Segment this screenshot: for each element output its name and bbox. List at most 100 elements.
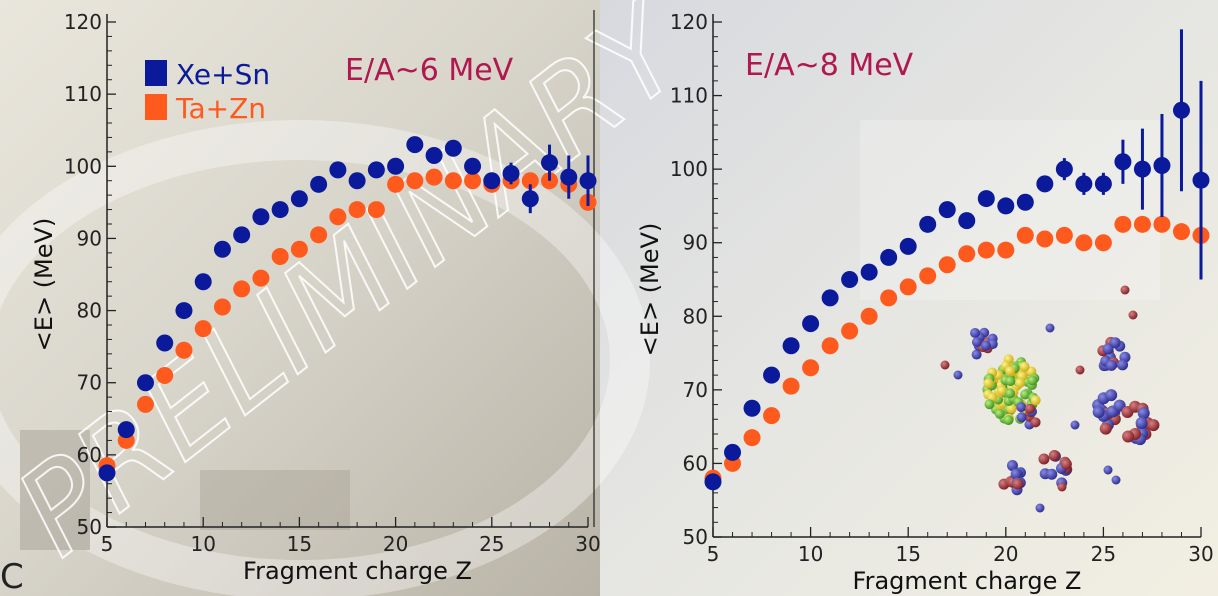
data-point bbox=[1016, 226, 1034, 244]
data-point bbox=[997, 197, 1015, 215]
y-tick-label: 60 bbox=[77, 443, 102, 467]
data-point bbox=[1133, 215, 1151, 233]
data-point bbox=[763, 407, 781, 425]
data-point bbox=[310, 226, 328, 244]
cluster-ball bbox=[1005, 366, 1016, 377]
data-point bbox=[977, 241, 995, 259]
y-axis-label: <E> (MeV) bbox=[636, 223, 664, 357]
data-point bbox=[233, 280, 251, 298]
data-point bbox=[290, 190, 308, 208]
data-point bbox=[880, 289, 898, 307]
cluster-ball bbox=[1105, 389, 1118, 402]
cluster-ball bbox=[984, 399, 995, 410]
chart-right: 50 60 70 80 90 100 110 120 5 10 15 20 25 30 Fragment c… bbox=[636, 10, 1214, 595]
cluster-ball bbox=[1016, 412, 1027, 423]
cluster-ball bbox=[1048, 449, 1060, 461]
data-point bbox=[367, 161, 385, 179]
cut-off-glyph: C bbox=[0, 557, 24, 596]
data-point bbox=[938, 201, 956, 219]
data-point bbox=[521, 190, 539, 208]
data-point bbox=[464, 157, 482, 175]
cluster-ball bbox=[983, 378, 994, 389]
cluster-ball bbox=[1070, 420, 1080, 430]
data-point bbox=[860, 307, 878, 325]
cluster-ball bbox=[1005, 388, 1016, 399]
cluster-ball bbox=[1019, 361, 1030, 372]
legend-label: Ta+Zn bbox=[175, 92, 266, 125]
cluster-ball bbox=[1025, 403, 1036, 414]
data-point bbox=[1016, 193, 1034, 211]
data-point bbox=[1192, 171, 1210, 189]
data-point bbox=[98, 464, 116, 482]
cluster-ball bbox=[1102, 343, 1114, 355]
y-tick-label: 90 bbox=[683, 231, 708, 255]
cluster-ball bbox=[1006, 460, 1018, 472]
data-point bbox=[483, 172, 501, 190]
cluster-ball bbox=[1005, 376, 1016, 387]
y-tick-label: 50 bbox=[683, 525, 708, 549]
data-point bbox=[136, 395, 154, 413]
data-point bbox=[1133, 160, 1151, 178]
cluster-ball bbox=[1003, 415, 1014, 426]
cluster-ball bbox=[1147, 419, 1160, 432]
y-tick-label: 100 bbox=[670, 157, 708, 181]
data-point bbox=[1055, 160, 1073, 178]
data-point bbox=[743, 429, 761, 447]
legend-label: Xe+Sn bbox=[176, 58, 270, 91]
data-point bbox=[841, 271, 859, 288]
data-point bbox=[1036, 230, 1054, 248]
data-point bbox=[521, 172, 539, 190]
cluster-ball bbox=[1020, 389, 1031, 400]
data-point bbox=[802, 359, 820, 377]
cluster-ball bbox=[1012, 478, 1024, 490]
data-point bbox=[743, 399, 761, 417]
cluster-ball bbox=[1046, 468, 1058, 480]
data-point bbox=[977, 190, 995, 208]
x-tick-label: 25 bbox=[1091, 542, 1116, 566]
left-panel-background bbox=[0, 0, 600, 596]
data-point bbox=[406, 136, 424, 154]
data-point bbox=[1153, 215, 1171, 233]
data-point bbox=[348, 172, 366, 190]
y-tick-label: 120 bbox=[64, 10, 102, 34]
cluster-ball bbox=[1135, 416, 1148, 429]
data-point bbox=[156, 334, 174, 352]
cluster-ball bbox=[953, 370, 963, 380]
data-point bbox=[1172, 101, 1190, 119]
data-point bbox=[194, 273, 212, 291]
legend-swatch bbox=[145, 94, 167, 120]
data-point bbox=[194, 320, 212, 338]
x-tick-label: 20 bbox=[383, 532, 408, 556]
x-tick-label: 10 bbox=[798, 542, 823, 566]
cluster-ball bbox=[1014, 377, 1025, 388]
cluster-ball bbox=[1075, 365, 1085, 375]
x-tick-label: 30 bbox=[1188, 542, 1213, 566]
data-point bbox=[425, 168, 443, 186]
data-point bbox=[425, 146, 443, 164]
data-point bbox=[899, 278, 917, 296]
cluster-ball bbox=[1027, 375, 1038, 386]
cluster-ball bbox=[971, 349, 982, 360]
y-tick-label: 60 bbox=[683, 451, 708, 475]
y-tick-label: 70 bbox=[77, 371, 102, 395]
cluster-ball bbox=[980, 340, 991, 351]
y-tick-label: 100 bbox=[64, 154, 102, 178]
data-point bbox=[560, 168, 578, 186]
x-tick-label: 5 bbox=[101, 532, 114, 556]
data-point bbox=[579, 172, 597, 190]
data-point bbox=[1114, 153, 1132, 171]
data-point bbox=[1153, 156, 1171, 174]
x-tick-label: 15 bbox=[287, 532, 312, 556]
cluster-ball bbox=[940, 360, 950, 370]
y-tick-label: 120 bbox=[670, 10, 708, 34]
data-point bbox=[919, 215, 937, 233]
cluster-ball bbox=[1117, 359, 1129, 371]
data-point bbox=[880, 248, 898, 266]
data-point bbox=[724, 443, 742, 461]
data-point bbox=[252, 208, 270, 226]
data-point bbox=[1094, 234, 1112, 252]
cluster-ball bbox=[971, 337, 982, 348]
data-point bbox=[329, 161, 347, 179]
data-point bbox=[233, 226, 251, 244]
data-point bbox=[821, 289, 839, 307]
